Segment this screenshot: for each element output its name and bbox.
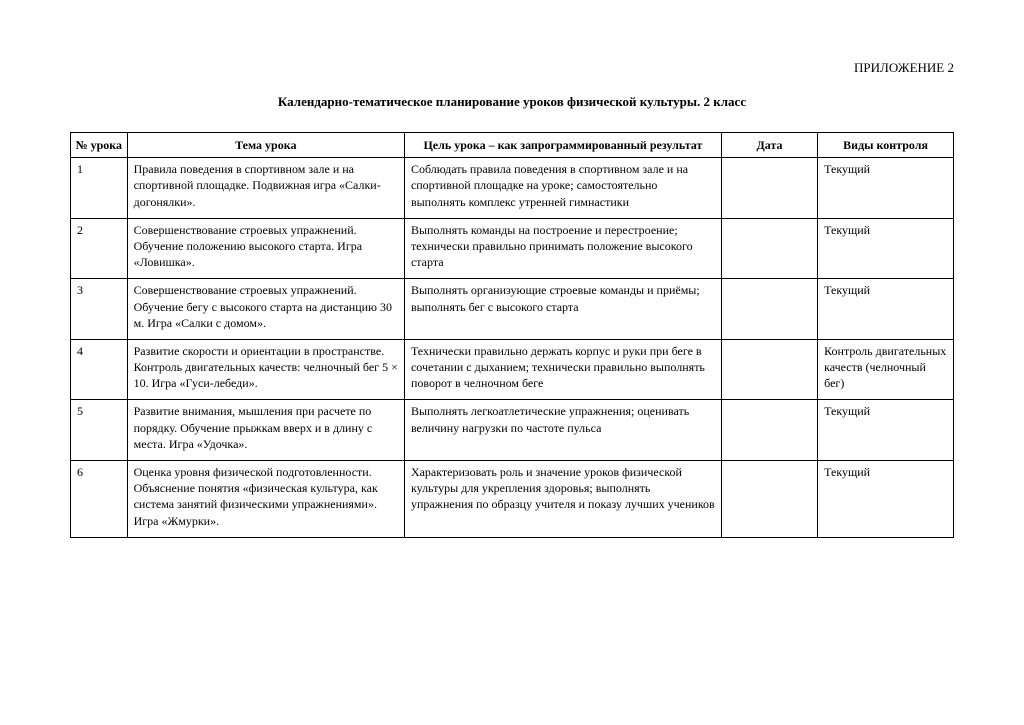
cell-goal: Технически правильно держать корпус и ру… (404, 339, 721, 400)
appendix-label: ПРИЛОЖЕНИЕ 2 (70, 60, 954, 76)
cell-topic: Развитие скорости и ориентации в простра… (127, 339, 404, 400)
cell-topic: Правила поведения в спортивном зале и на… (127, 158, 404, 219)
cell-control: Текущий (818, 158, 954, 219)
cell-num: 5 (71, 400, 128, 461)
col-header-date: Дата (721, 133, 817, 158)
cell-date (721, 461, 817, 538)
cell-topic: Совершенствование строевых упражнений. О… (127, 218, 404, 279)
cell-goal: Выполнять легкоатлетические упражнения; … (404, 400, 721, 461)
table-row: 6 Оценка уровня физической подготовленно… (71, 461, 954, 538)
cell-num: 3 (71, 279, 128, 340)
cell-date (721, 400, 817, 461)
cell-goal: Соблюдать правила поведения в спортивном… (404, 158, 721, 219)
cell-control: Контроль двигательных качеств (челночный… (818, 339, 954, 400)
table-header-row: № урока Тема урока Цель урока – как запр… (71, 133, 954, 158)
cell-topic: Развитие внимания, мышления при расчете … (127, 400, 404, 461)
cell-num: 2 (71, 218, 128, 279)
document-page: { "appendix_label": "ПРИЛОЖЕНИЕ 2", "tit… (0, 0, 1024, 725)
cell-goal: Выполнять команды на построение и перест… (404, 218, 721, 279)
col-header-topic: Тема урока (127, 133, 404, 158)
plan-table: № урока Тема урока Цель урока – как запр… (70, 132, 954, 538)
cell-date (721, 218, 817, 279)
cell-goal: Выполнять организующие строевые команды … (404, 279, 721, 340)
cell-control: Текущий (818, 400, 954, 461)
table-row: 1 Правила поведения в спортивном зале и … (71, 158, 954, 219)
col-header-num: № урока (71, 133, 128, 158)
cell-num: 4 (71, 339, 128, 400)
cell-date (721, 158, 817, 219)
cell-num: 1 (71, 158, 128, 219)
cell-control: Текущий (818, 218, 954, 279)
cell-control: Текущий (818, 279, 954, 340)
table-row: 3 Совершенствование строевых упражнений.… (71, 279, 954, 340)
cell-date (721, 339, 817, 400)
cell-topic: Оценка уровня физической подготовленност… (127, 461, 404, 538)
col-header-control: Виды контроля (818, 133, 954, 158)
table-row: 4 Развитие скорости и ориентации в прост… (71, 339, 954, 400)
cell-goal: Характеризовать роль и значение уроков ф… (404, 461, 721, 538)
table-row: 2 Совершенствование строевых упражнений.… (71, 218, 954, 279)
col-header-goal: Цель урока – как запрограммированный рез… (404, 133, 721, 158)
table-row: 5 Развитие внимания, мышления при расчет… (71, 400, 954, 461)
cell-num: 6 (71, 461, 128, 538)
cell-date (721, 279, 817, 340)
page-title: Календарно-тематическое планирование уро… (70, 94, 954, 110)
cell-topic: Совершенствование строевых упражнений. О… (127, 279, 404, 340)
cell-control: Текущий (818, 461, 954, 538)
